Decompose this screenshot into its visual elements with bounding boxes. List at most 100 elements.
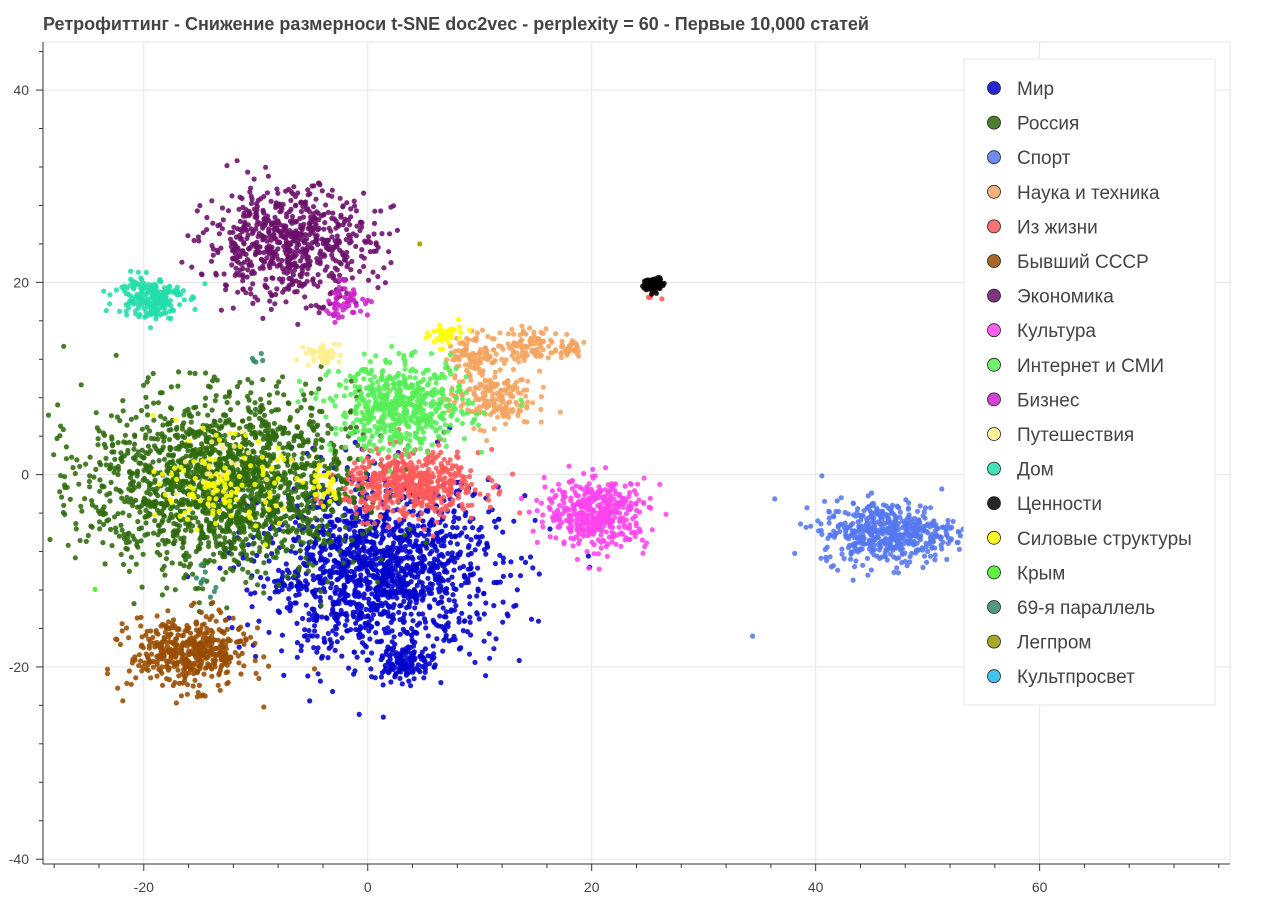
data-point [271,578,278,585]
data-point [263,422,269,428]
data-point [226,393,232,399]
data-point [190,469,196,475]
data-point [264,553,270,559]
data-point [851,548,857,554]
data-point [343,600,349,606]
data-point [146,483,153,489]
data-point [350,559,356,565]
data-point [324,530,330,536]
data-point [170,458,176,465]
data-point [365,657,371,663]
data-point [333,631,339,637]
data-point [454,541,460,547]
data-point [143,507,149,513]
data-point [818,555,824,561]
data-point [254,582,261,588]
data-point [152,518,158,524]
data-point [115,463,121,470]
data-point [145,443,151,449]
data-point [108,462,114,468]
data-point [438,449,444,455]
data-point [932,528,939,534]
data-point [450,524,456,531]
data-point [750,633,756,639]
data-point [79,508,85,514]
data-point [159,592,165,598]
data-point [65,542,71,548]
data-point [295,587,301,593]
data-point [374,606,380,612]
data-point [192,434,198,440]
data-point [138,407,145,414]
data-point [119,458,125,464]
data-point [917,503,923,509]
data-point [421,616,428,622]
data-point [557,409,563,415]
data-point [360,514,366,520]
data-point [400,538,406,544]
data-point [126,486,132,492]
data-point [130,533,136,539]
data-point [853,558,859,564]
data-point [540,347,546,353]
data-point [155,507,161,513]
data-point [109,434,115,440]
data-point [927,553,934,559]
data-point [285,452,291,458]
data-point [250,448,256,454]
data-point [389,639,395,645]
data-point [452,559,458,565]
data-point [167,444,173,450]
data-point [406,489,412,495]
data-point [230,435,236,441]
data-point [428,653,434,659]
data-point [339,653,345,659]
data-point [458,582,464,588]
data-point [462,350,468,356]
data-point [899,518,906,524]
data-point [283,548,289,554]
data-point [325,422,331,428]
data-point [221,412,227,418]
data-point [332,523,338,529]
data-point [364,455,370,461]
data-point [456,615,462,622]
data-point [447,540,454,546]
data-point [308,490,314,496]
data-point [195,546,201,552]
data-point [292,600,298,606]
data-point [275,407,281,413]
data-point [57,489,63,495]
data-point [535,618,542,624]
data-point [414,582,420,589]
data-point [258,404,264,410]
data-point [440,578,447,584]
data-point [162,572,168,578]
data-point [359,531,366,537]
data-point [852,564,858,570]
data-point [279,648,285,654]
data-point [328,585,334,591]
data-point [528,341,534,347]
data-point [348,508,354,514]
data-point [377,513,383,519]
data-point [822,498,828,504]
data-point [139,634,145,640]
data-point [160,517,166,523]
data-point [184,691,190,697]
data-point [907,520,913,526]
data-point [139,584,145,590]
data-point [216,449,222,455]
data-point [257,545,263,551]
data-point [393,485,400,491]
data-point [324,523,330,530]
data-point [361,595,367,601]
data-point [826,515,832,521]
data-point [72,470,78,477]
data-point [209,673,215,679]
data-point [203,395,209,401]
data-point [151,400,157,406]
data-point [334,516,340,523]
data-point [245,405,251,411]
data-point [939,546,945,552]
